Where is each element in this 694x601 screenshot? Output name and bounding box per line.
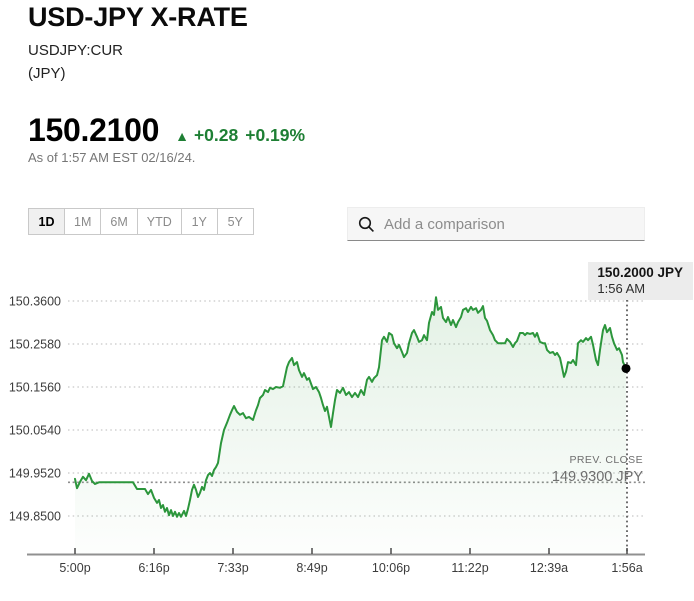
price-chart[interactable]: 150.3600 150.2580 150.1560 150.0540 149.9520… xyxy=(0,255,694,601)
prev-close-label: PREV. CLOSE xyxy=(570,454,643,466)
tab-5y[interactable]: 5Y xyxy=(216,208,254,235)
tooltip-time: 1:56 AM xyxy=(597,281,646,296)
price-line xyxy=(74,296,627,518)
prev-close-value: 149.9300 JPY xyxy=(552,469,643,485)
up-arrow-icon: ▲ xyxy=(175,128,189,144)
series-area-fill xyxy=(75,297,626,555)
change-absolute: +0.28 xyxy=(193,125,239,145)
tab-ytd[interactable]: YTD xyxy=(136,208,182,235)
as-of-timestamp: As of 1:57 AM EST 02/16/24. xyxy=(28,150,196,165)
x-axis-tick-label: 11:22p xyxy=(451,561,488,575)
x-axis-tick-label: 5:00p xyxy=(59,561,90,575)
x-axis-tick-label: 1:56a xyxy=(611,561,642,575)
ticker-symbol: USDJPY:CUR xyxy=(28,42,124,59)
tab-1d[interactable]: 1D xyxy=(28,208,65,235)
tab-1y[interactable]: 1Y xyxy=(180,208,218,235)
comparison-search-input[interactable] xyxy=(384,215,634,233)
price-row: 150.2100 ▲ +0.28 +0.19% xyxy=(28,112,305,149)
tooltip-price: 150.2000 JPY xyxy=(597,265,683,280)
x-axis-tick-label: 6:16p xyxy=(138,561,169,575)
last-point-dot xyxy=(621,363,631,373)
y-axis-tick-label: 150.2580 xyxy=(9,338,61,352)
y-axis-tick-label: 150.3600 xyxy=(9,295,61,309)
tab-1m[interactable]: 1M xyxy=(64,208,102,235)
x-axis-tick-label: 12:39a xyxy=(530,561,568,575)
currency-unit: (JPY) xyxy=(28,65,66,82)
chart-canvas: 150.3600 150.2580 150.1560 150.0540 149.9520… xyxy=(9,295,645,575)
y-axis-tick-label: 150.0540 xyxy=(9,424,61,438)
range-tab-bar: 1D 1M 6M YTD 1Y 5Y xyxy=(28,208,254,235)
x-axis-tick-label: 10:06p xyxy=(372,561,410,575)
last-price-tooltip: 150.2000 JPY 1:56 AM xyxy=(588,262,693,300)
search-icon xyxy=(358,216,374,232)
y-axis-tick-label: 149.9520 xyxy=(9,467,61,481)
tab-6m[interactable]: 6M xyxy=(100,208,138,235)
price-change: ▲ +0.28 +0.19% xyxy=(175,125,305,146)
x-axis-tick-label: 7:33p xyxy=(217,561,248,575)
y-axis-tick-label: 150.1560 xyxy=(9,381,61,395)
comparison-search-box[interactable] xyxy=(347,207,645,241)
page-title: USD-JPY X-RATE xyxy=(28,2,248,32)
change-percent: +0.19% xyxy=(245,125,306,145)
current-price: 150.2100 xyxy=(28,112,160,148)
x-axis-tick-label: 8:49p xyxy=(296,561,327,575)
y-axis-tick-label: 149.8500 xyxy=(9,510,61,524)
